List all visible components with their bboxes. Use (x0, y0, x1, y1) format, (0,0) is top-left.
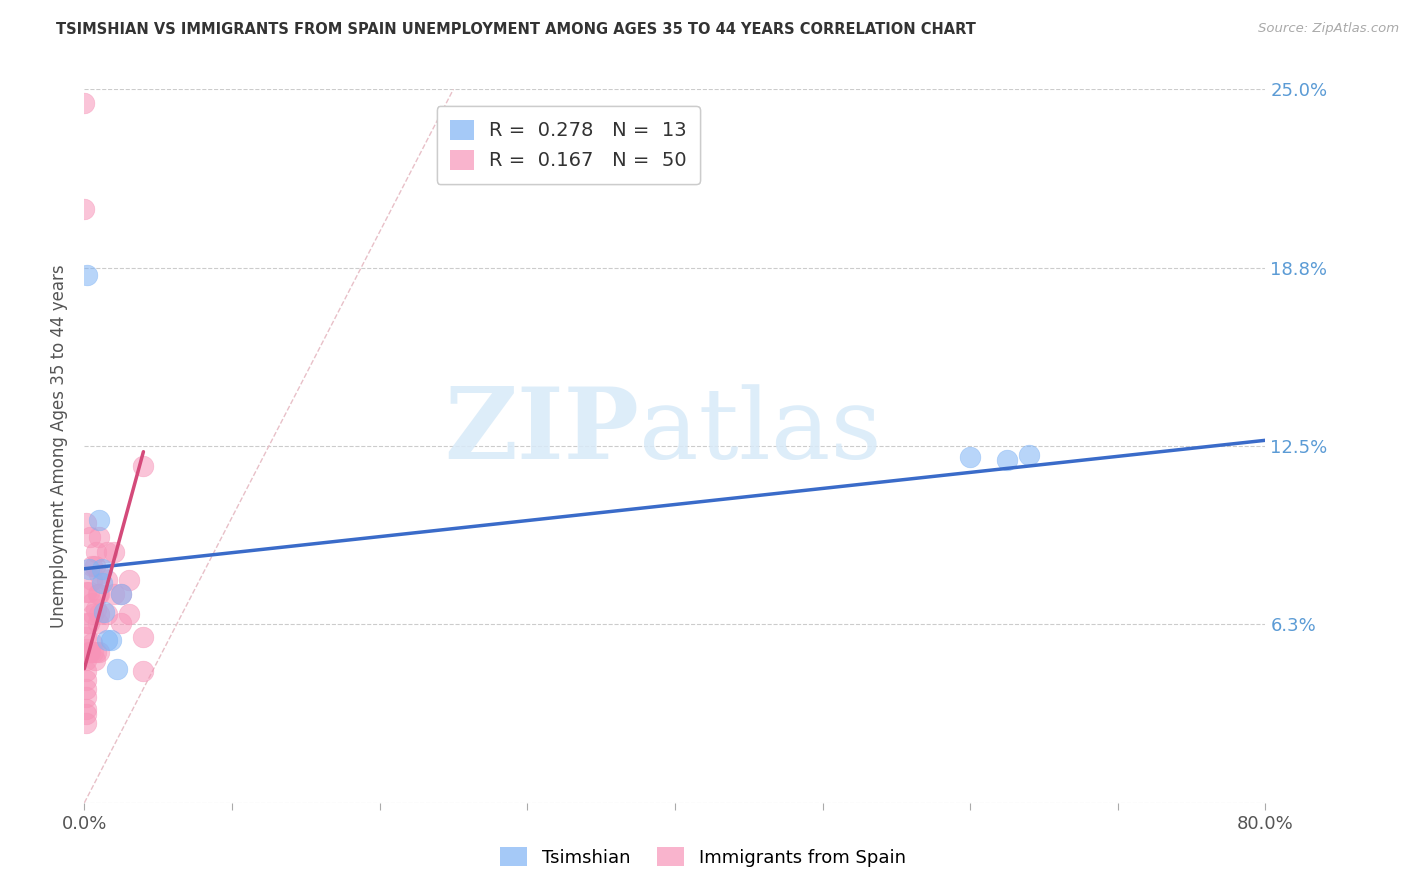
Point (89, 607, 111, 622)
Point (96, 544, 118, 558)
Point (80, 636, 103, 650)
Point (110, 587, 132, 601)
Point (80, 558, 103, 573)
Point (77, 562, 100, 576)
Point (84, 544, 107, 558)
Point (96, 607, 118, 622)
Point (75, 673, 97, 687)
Point (75, 641, 97, 656)
Point (118, 573, 141, 587)
Point (77, 615, 100, 630)
Legend: Tsimshian, Immigrants from Spain: Tsimshian, Immigrants from Spain (494, 840, 912, 874)
Point (91, 562, 114, 576)
Point (75, 690, 97, 705)
Text: ZIP: ZIP (444, 384, 640, 480)
Y-axis label: Unemployment Among Ages 35 to 44 years: Unemployment Among Ages 35 to 44 years (51, 264, 69, 628)
Point (82, 607, 104, 622)
Point (89, 530, 111, 544)
Point (103, 587, 125, 601)
Point (77, 644, 100, 658)
Point (959, 450, 981, 465)
Point (89, 567, 111, 582)
Point (82, 644, 104, 658)
Point (86, 587, 108, 601)
Point (75, 653, 97, 667)
Point (73, 202, 96, 216)
Point (93, 605, 115, 619)
Point (77, 584, 100, 599)
Point (75, 715, 97, 730)
Point (105, 662, 128, 676)
Point (80, 573, 103, 587)
Text: Source: ZipAtlas.com: Source: ZipAtlas.com (1258, 22, 1399, 36)
Point (75, 701, 97, 715)
Text: TSIMSHIAN VS IMMIGRANTS FROM SPAIN UNEMPLOYMENT AMONG AGES 35 TO 44 YEARS CORREL: TSIMSHIAN VS IMMIGRANTS FROM SPAIN UNEMP… (56, 22, 976, 37)
Point (91, 576, 114, 591)
Point (76, 268, 98, 282)
Point (79, 644, 101, 658)
Point (110, 587, 132, 601)
Point (75, 516, 97, 530)
Point (89, 587, 111, 601)
Point (80, 596, 103, 610)
Point (96, 633, 118, 648)
Point (84, 644, 107, 658)
Text: atlas: atlas (640, 384, 882, 480)
Point (75, 615, 97, 630)
Point (79, 530, 101, 544)
Point (132, 665, 155, 679)
Point (75, 707, 97, 722)
Point (75, 630, 97, 644)
Point (83, 653, 105, 667)
Point (1018, 448, 1040, 462)
Point (73, 96, 96, 111)
Point (75, 681, 97, 696)
Point (118, 607, 141, 622)
Point (96, 573, 118, 587)
Point (86, 615, 108, 630)
Point (132, 458, 155, 473)
Point (110, 615, 132, 630)
Point (89, 644, 111, 658)
Point (103, 544, 125, 558)
Point (89, 513, 111, 527)
Point (100, 633, 122, 648)
Point (132, 630, 155, 644)
Point (75, 584, 97, 599)
Point (83, 558, 105, 573)
Legend: R =  0.278   N =  13, R =  0.167   N =  50: R = 0.278 N = 13, R = 0.167 N = 50 (437, 106, 700, 184)
Point (84, 601, 107, 615)
Point (995, 453, 1018, 467)
Point (75, 665, 97, 679)
